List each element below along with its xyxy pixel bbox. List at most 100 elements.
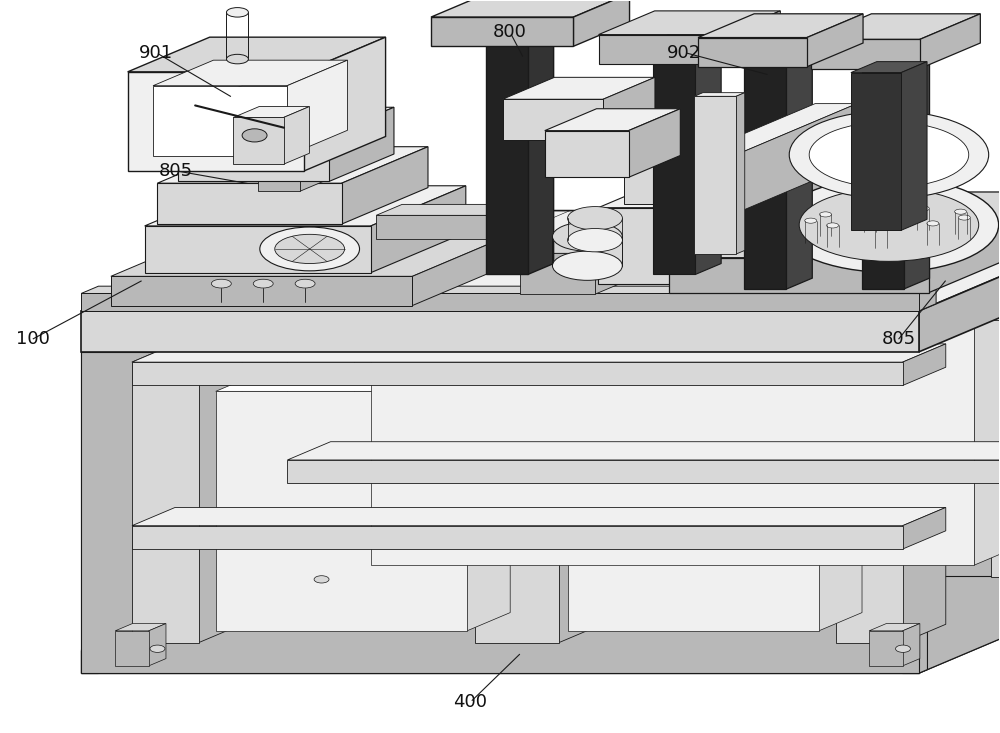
- Polygon shape: [744, 33, 812, 44]
- Ellipse shape: [809, 122, 969, 188]
- Polygon shape: [81, 553, 704, 653]
- Polygon shape: [483, 653, 869, 667]
- Polygon shape: [233, 106, 309, 117]
- Polygon shape: [694, 96, 736, 254]
- Polygon shape: [81, 653, 466, 667]
- Polygon shape: [919, 210, 1000, 352]
- Polygon shape: [598, 207, 749, 284]
- Polygon shape: [595, 239, 630, 294]
- Polygon shape: [694, 103, 857, 155]
- Polygon shape: [991, 278, 1000, 296]
- Ellipse shape: [552, 251, 622, 280]
- Polygon shape: [371, 307, 1000, 325]
- Polygon shape: [483, 553, 1000, 653]
- Polygon shape: [695, 30, 721, 274]
- Polygon shape: [467, 373, 510, 631]
- Polygon shape: [598, 172, 835, 207]
- Polygon shape: [132, 362, 199, 643]
- Polygon shape: [157, 147, 428, 183]
- Polygon shape: [81, 550, 1000, 650]
- Polygon shape: [698, 14, 863, 37]
- Ellipse shape: [260, 227, 360, 270]
- Polygon shape: [199, 344, 242, 643]
- Polygon shape: [310, 251, 1000, 255]
- Polygon shape: [869, 553, 1000, 667]
- Ellipse shape: [789, 111, 989, 199]
- Polygon shape: [568, 373, 862, 391]
- Polygon shape: [836, 362, 903, 643]
- Polygon shape: [145, 185, 466, 226]
- Polygon shape: [371, 325, 974, 565]
- Ellipse shape: [955, 209, 967, 214]
- Polygon shape: [920, 14, 980, 69]
- Polygon shape: [624, 163, 741, 204]
- Polygon shape: [475, 278, 758, 362]
- Ellipse shape: [875, 224, 887, 229]
- Polygon shape: [724, 11, 780, 64]
- Polygon shape: [287, 278, 1000, 296]
- Polygon shape: [902, 251, 1000, 352]
- Polygon shape: [503, 99, 603, 140]
- Polygon shape: [284, 106, 309, 164]
- Polygon shape: [811, 14, 980, 40]
- Polygon shape: [653, 41, 695, 274]
- Ellipse shape: [896, 645, 910, 652]
- Polygon shape: [545, 130, 629, 177]
- Polygon shape: [599, 11, 780, 34]
- Polygon shape: [493, 205, 519, 239]
- Polygon shape: [851, 73, 901, 230]
- Polygon shape: [786, 33, 812, 289]
- Polygon shape: [145, 226, 371, 273]
- Polygon shape: [694, 92, 745, 96]
- Polygon shape: [132, 344, 242, 362]
- Ellipse shape: [917, 206, 929, 211]
- Polygon shape: [698, 37, 807, 67]
- Polygon shape: [736, 92, 745, 254]
- Polygon shape: [919, 286, 936, 311]
- Ellipse shape: [805, 218, 817, 224]
- Polygon shape: [629, 108, 680, 177]
- Polygon shape: [974, 307, 1000, 565]
- Polygon shape: [258, 139, 326, 150]
- Polygon shape: [736, 103, 857, 213]
- Polygon shape: [376, 216, 493, 239]
- Text: 400: 400: [453, 693, 487, 712]
- Ellipse shape: [799, 188, 979, 262]
- Ellipse shape: [242, 129, 267, 142]
- Polygon shape: [903, 344, 946, 643]
- Text: 805: 805: [882, 330, 916, 347]
- Polygon shape: [653, 30, 721, 41]
- Text: 901: 901: [139, 43, 173, 62]
- Polygon shape: [919, 251, 1000, 673]
- Polygon shape: [545, 108, 680, 130]
- Ellipse shape: [150, 645, 165, 652]
- Polygon shape: [520, 254, 595, 294]
- Polygon shape: [178, 135, 329, 181]
- Polygon shape: [869, 631, 903, 666]
- Polygon shape: [300, 139, 326, 191]
- Ellipse shape: [552, 222, 622, 251]
- Polygon shape: [466, 553, 704, 667]
- Polygon shape: [744, 44, 786, 289]
- Polygon shape: [132, 362, 903, 386]
- Polygon shape: [216, 391, 467, 631]
- Polygon shape: [851, 62, 927, 73]
- Polygon shape: [81, 311, 919, 352]
- Polygon shape: [904, 33, 930, 289]
- Polygon shape: [115, 624, 166, 631]
- Polygon shape: [354, 278, 398, 577]
- Ellipse shape: [827, 223, 839, 228]
- Ellipse shape: [226, 54, 248, 64]
- Polygon shape: [204, 102, 288, 131]
- Polygon shape: [81, 293, 919, 311]
- Text: 100: 100: [16, 330, 50, 347]
- Ellipse shape: [226, 7, 248, 17]
- Polygon shape: [98, 251, 335, 673]
- Polygon shape: [520, 239, 630, 254]
- Polygon shape: [304, 37, 386, 172]
- Polygon shape: [81, 348, 927, 352]
- Polygon shape: [371, 185, 466, 273]
- Ellipse shape: [275, 235, 345, 264]
- Polygon shape: [919, 550, 1000, 673]
- Polygon shape: [233, 117, 284, 164]
